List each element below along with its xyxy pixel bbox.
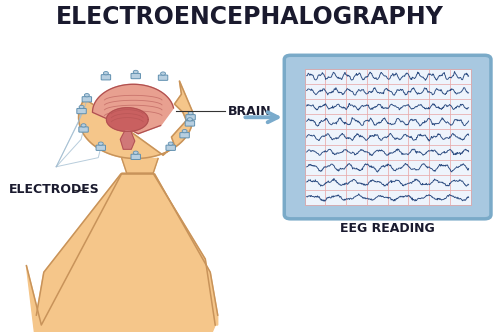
Circle shape (98, 142, 103, 145)
FancyBboxPatch shape (185, 121, 194, 126)
Circle shape (81, 124, 86, 127)
Circle shape (133, 70, 138, 74)
FancyBboxPatch shape (82, 97, 92, 102)
Circle shape (188, 118, 192, 121)
FancyBboxPatch shape (304, 69, 470, 205)
FancyBboxPatch shape (131, 73, 140, 79)
FancyBboxPatch shape (79, 127, 88, 132)
Polygon shape (78, 81, 193, 159)
Text: BRAIN: BRAIN (228, 105, 272, 118)
FancyBboxPatch shape (77, 109, 86, 114)
Text: EEG READING: EEG READING (340, 222, 435, 235)
Polygon shape (26, 173, 215, 333)
FancyBboxPatch shape (101, 75, 110, 80)
FancyBboxPatch shape (284, 55, 491, 219)
FancyBboxPatch shape (131, 154, 140, 160)
Text: ELECTROENCEPHALOGRAPHY: ELECTROENCEPHALOGRAPHY (56, 5, 444, 29)
FancyBboxPatch shape (96, 145, 106, 151)
Polygon shape (106, 108, 148, 132)
Circle shape (133, 151, 138, 155)
Polygon shape (122, 159, 158, 173)
Polygon shape (120, 131, 134, 149)
Circle shape (188, 112, 193, 115)
Polygon shape (92, 84, 174, 134)
Circle shape (79, 105, 84, 109)
FancyBboxPatch shape (166, 145, 175, 151)
Circle shape (168, 142, 173, 145)
FancyBboxPatch shape (186, 115, 196, 120)
Circle shape (160, 72, 166, 75)
Circle shape (84, 94, 89, 97)
Polygon shape (36, 174, 218, 325)
Circle shape (104, 72, 108, 75)
Circle shape (182, 130, 187, 133)
Text: ELECTRODES: ELECTRODES (9, 183, 100, 196)
FancyBboxPatch shape (180, 133, 190, 138)
FancyBboxPatch shape (158, 75, 168, 80)
